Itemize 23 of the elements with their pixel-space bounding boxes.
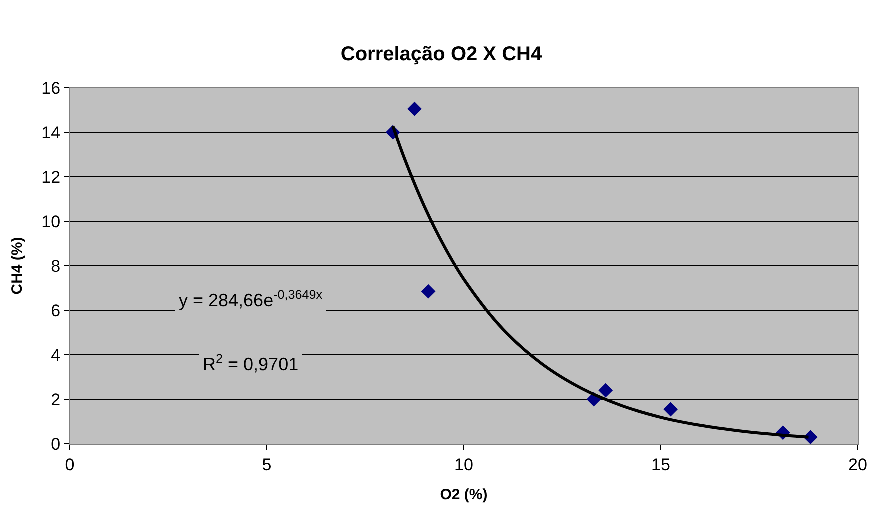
y-tick-label: 10 [42, 212, 61, 232]
x-tick-label: 5 [262, 455, 272, 474]
y-tick-label: 12 [42, 168, 61, 187]
annotation: y = 284,66e$^{-0,3649x}$ [179, 288, 324, 311]
y-tick-label: 0 [51, 434, 61, 454]
annotation: R$^{2}$ = 0,9701 [203, 352, 299, 375]
chart-title: Correlação O2 X CH4 [340, 43, 543, 66]
y-axis-title: CH4 (%) [8, 237, 26, 295]
y-tick-label: 14 [42, 123, 61, 142]
y-tick-label: 16 [42, 78, 61, 98]
x-tick-label: 0 [65, 455, 75, 474]
point [408, 102, 422, 116]
point [598, 384, 613, 398]
x-tick-label: 20 [848, 455, 868, 474]
point [664, 402, 678, 417]
point [422, 284, 436, 299]
x-tick-label: 10 [454, 455, 474, 474]
y-tick-label: 8 [51, 256, 61, 276]
x-tick-label: 15 [652, 455, 670, 474]
y-tick-label: 6 [51, 301, 61, 320]
x-axis-title: O2 (%) [440, 486, 488, 504]
y-tick-label: 4 [51, 346, 61, 365]
y-tick-label: 2 [51, 390, 61, 410]
